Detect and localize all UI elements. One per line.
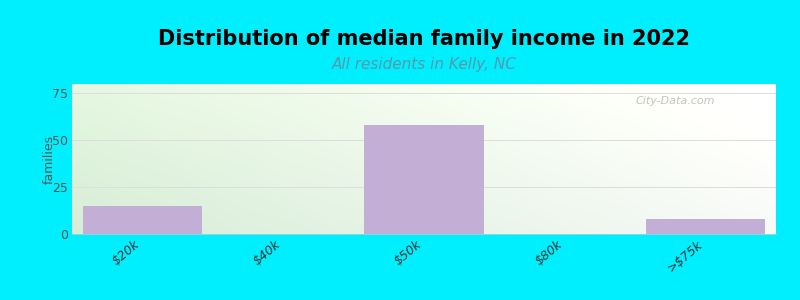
Bar (82, 206, 202, 234)
Title: Distribution of median family income in 2022: Distribution of median family income in … (158, 29, 690, 49)
Text: City-Data.com: City-Data.com (635, 96, 714, 106)
Y-axis label: families: families (42, 134, 55, 184)
Text: All residents in Kelly, NC: All residents in Kelly, NC (331, 57, 517, 72)
Bar (364, 125, 484, 234)
Bar (646, 219, 766, 234)
